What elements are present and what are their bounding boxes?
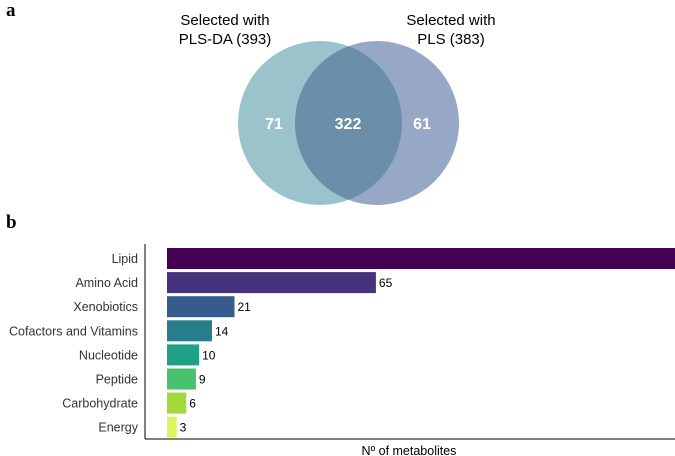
value-label: 14 xyxy=(215,324,229,338)
venn-right-title-line2: PLS (383) xyxy=(417,31,485,48)
bar-lipid xyxy=(167,248,675,269)
value-label: 3 xyxy=(180,421,187,435)
category-label: Nucleotide xyxy=(79,348,138,362)
category-label: Carbohydrate xyxy=(62,397,138,411)
venn-right-only-count: 61 xyxy=(413,116,431,133)
bar-peptide xyxy=(167,368,196,390)
bar-xenobiotics xyxy=(167,296,235,318)
bar-carbohydrate xyxy=(167,392,187,414)
value-label: 21 xyxy=(237,300,251,314)
venn-left-title-line1: Selected with xyxy=(180,12,269,29)
panel-b-label: b xyxy=(6,212,17,233)
bar-nucleotide xyxy=(167,344,200,366)
value-label: 10 xyxy=(202,348,216,362)
category-label: Amino Acid xyxy=(75,276,138,290)
category-label: Lipid xyxy=(112,252,138,266)
venn-overlap-count: 322 xyxy=(335,116,362,133)
bar-group: Lipid159Amino Acid65Xenobiotics21Cofacto… xyxy=(9,248,675,438)
venn-overlap-region xyxy=(295,41,402,205)
venn-right-title-line1: Selected with xyxy=(406,12,495,29)
panel-a-label: a xyxy=(6,0,16,21)
bar-cofactors-and-vitamins xyxy=(167,320,212,342)
venn-left-only-count: 71 xyxy=(265,116,283,133)
value-label: 9 xyxy=(199,373,206,387)
venn-diagram: Selected with PLS-DA (393) Selected with… xyxy=(179,12,496,205)
category-label: Cofactors and Vitamins xyxy=(9,324,138,338)
category-label: Energy xyxy=(98,421,138,435)
venn-left-title-line2: PLS-DA (393) xyxy=(179,31,272,48)
category-label: Peptide xyxy=(96,373,138,387)
value-label: 6 xyxy=(189,397,196,411)
bar-energy xyxy=(167,416,177,438)
value-label: 65 xyxy=(379,276,393,290)
category-label: Xenobiotics xyxy=(73,300,138,314)
x-axis-title: Nº of metabolites xyxy=(362,444,457,456)
bar-amino-acid xyxy=(167,272,376,294)
